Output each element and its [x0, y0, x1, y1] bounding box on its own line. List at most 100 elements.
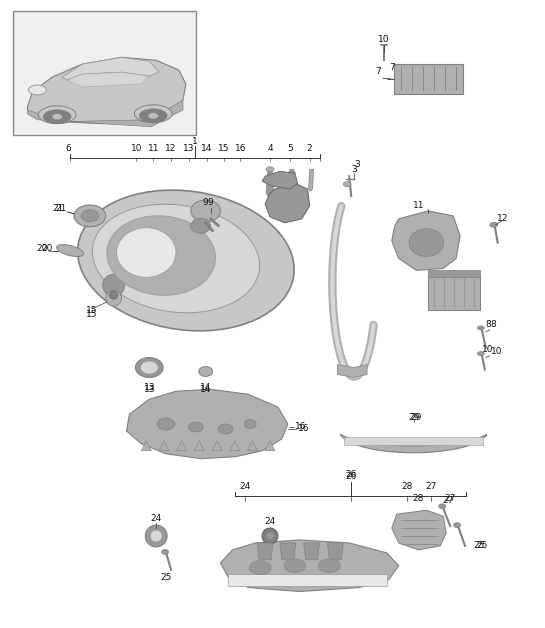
Text: 20: 20 [41, 244, 52, 253]
Ellipse shape [103, 274, 124, 296]
Text: 15: 15 [86, 310, 98, 320]
Text: 24: 24 [150, 514, 162, 522]
Text: 13: 13 [143, 383, 155, 392]
Ellipse shape [28, 85, 46, 95]
Text: 16: 16 [234, 144, 246, 153]
Text: 14: 14 [200, 383, 211, 392]
Ellipse shape [107, 216, 215, 295]
Text: 25: 25 [476, 541, 487, 550]
Bar [228, 574, 387, 585]
Text: 29: 29 [411, 413, 422, 421]
Ellipse shape [140, 109, 167, 122]
Text: 25: 25 [473, 541, 485, 550]
Ellipse shape [343, 181, 351, 187]
Ellipse shape [106, 290, 122, 306]
Text: 21: 21 [56, 205, 67, 214]
Polygon shape [265, 183, 310, 223]
Text: 27: 27 [426, 482, 437, 491]
Ellipse shape [284, 559, 306, 573]
Ellipse shape [477, 326, 485, 330]
Ellipse shape [191, 219, 210, 233]
Text: 27: 27 [445, 494, 456, 503]
Ellipse shape [141, 361, 158, 374]
Polygon shape [340, 435, 487, 453]
Text: 10: 10 [131, 144, 142, 153]
Text: 13: 13 [143, 385, 155, 394]
Polygon shape [62, 57, 159, 80]
Ellipse shape [110, 291, 118, 299]
Text: 29: 29 [408, 413, 419, 421]
Text: 4: 4 [267, 144, 273, 153]
Polygon shape [141, 441, 152, 451]
Ellipse shape [52, 114, 62, 120]
Ellipse shape [266, 532, 274, 540]
Text: 3: 3 [352, 165, 357, 174]
Text: 21: 21 [53, 205, 64, 214]
Text: 13: 13 [183, 144, 195, 153]
Ellipse shape [477, 352, 485, 355]
Text: 8: 8 [490, 320, 496, 330]
Ellipse shape [288, 171, 295, 176]
Text: 24: 24 [264, 517, 276, 526]
Ellipse shape [150, 530, 162, 542]
Polygon shape [28, 57, 186, 124]
Text: 14: 14 [201, 144, 213, 153]
Ellipse shape [81, 210, 99, 222]
Text: 27: 27 [443, 496, 454, 505]
Text: 9: 9 [208, 198, 214, 207]
Polygon shape [392, 510, 446, 550]
Polygon shape [195, 441, 204, 451]
Ellipse shape [249, 561, 271, 575]
Text: 28: 28 [401, 482, 413, 491]
Polygon shape [262, 171, 298, 189]
Ellipse shape [453, 522, 461, 528]
Ellipse shape [162, 550, 168, 555]
Polygon shape [337, 364, 367, 377]
Text: 12: 12 [165, 144, 177, 153]
Ellipse shape [244, 420, 256, 428]
Ellipse shape [191, 200, 221, 222]
Text: 7: 7 [375, 67, 381, 75]
Polygon shape [67, 72, 149, 87]
Text: 26: 26 [345, 470, 356, 479]
Ellipse shape [218, 424, 233, 434]
Polygon shape [126, 389, 288, 458]
Text: 28: 28 [413, 494, 424, 503]
Polygon shape [230, 441, 240, 451]
Text: 1: 1 [192, 137, 198, 146]
Text: —: — [382, 75, 391, 84]
Text: 20: 20 [36, 244, 47, 253]
Polygon shape [328, 543, 343, 560]
Text: 15: 15 [86, 306, 98, 315]
Text: 6: 6 [65, 144, 71, 153]
Polygon shape [177, 441, 186, 451]
Polygon shape [212, 441, 222, 451]
Ellipse shape [409, 229, 444, 256]
Ellipse shape [439, 504, 446, 509]
Polygon shape [304, 543, 319, 560]
Bar [428, 271, 480, 278]
Polygon shape [280, 543, 296, 560]
Ellipse shape [148, 113, 158, 119]
Bar [393, 64, 463, 94]
Text: 16: 16 [295, 423, 306, 431]
Text: 8: 8 [485, 320, 490, 330]
Text: 24: 24 [240, 482, 251, 491]
Ellipse shape [44, 110, 71, 124]
Ellipse shape [262, 528, 278, 544]
Polygon shape [247, 441, 257, 451]
Ellipse shape [57, 244, 83, 257]
Text: 16: 16 [298, 425, 309, 433]
Ellipse shape [266, 167, 274, 172]
Text: 12: 12 [497, 214, 508, 224]
Polygon shape [221, 540, 399, 592]
Polygon shape [308, 170, 313, 191]
Ellipse shape [117, 228, 176, 278]
Ellipse shape [135, 357, 163, 377]
Polygon shape [265, 441, 275, 451]
Text: 10: 10 [482, 345, 494, 354]
Polygon shape [159, 441, 169, 451]
Text: 15: 15 [218, 144, 229, 153]
Bar [13, 11, 196, 134]
Ellipse shape [199, 367, 213, 376]
